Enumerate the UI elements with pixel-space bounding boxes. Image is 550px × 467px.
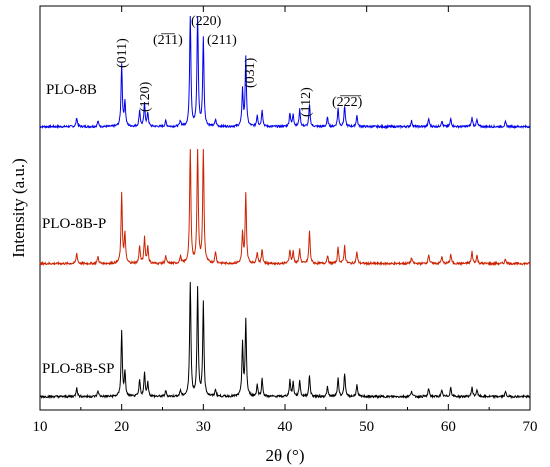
peak-label-211-bar: (2̅1̅1) (153, 33, 183, 48)
x-tick-label-40: 40 (278, 419, 293, 435)
peak-label-211: (211) (207, 33, 237, 48)
x-tick-label-70: 70 (523, 419, 538, 435)
peak-label-222-bar: (2̅2̅2̅) (332, 95, 363, 110)
x-tick-label-50: 50 (359, 419, 374, 435)
peak-label-120: (120) (138, 81, 153, 112)
x-axis: 10 20 30 40 50 60 70 (33, 6, 538, 435)
trace-plo-8b (39, 15, 531, 130)
xrd-traces (39, 15, 531, 400)
x-axis-title: 2θ (°) (265, 446, 304, 465)
series-label-plo-8b: PLO-8B (46, 82, 97, 98)
x-tick-label-30: 30 (196, 419, 211, 435)
peak-label-220: (220) (191, 14, 222, 29)
series-label-plo-8b-p: PLO-8B-P (42, 216, 106, 232)
y-axis-title: Intensity (a.u.) (9, 158, 28, 258)
x-tick-label-10: 10 (33, 419, 48, 435)
trace-plo-8b-sp (39, 281, 531, 400)
x-tick-label-20: 20 (114, 419, 129, 435)
plot-area (39, 5, 531, 411)
peak-label-011: (011) (115, 38, 130, 68)
x-tick-label-60: 60 (441, 419, 456, 435)
trace-plo-8b-p (39, 148, 531, 267)
peak-label-031: (031) (243, 57, 258, 88)
peak-label-112: (112) (299, 87, 314, 117)
series-label-plo-8b-sp: PLO-8B-SP (42, 361, 115, 377)
